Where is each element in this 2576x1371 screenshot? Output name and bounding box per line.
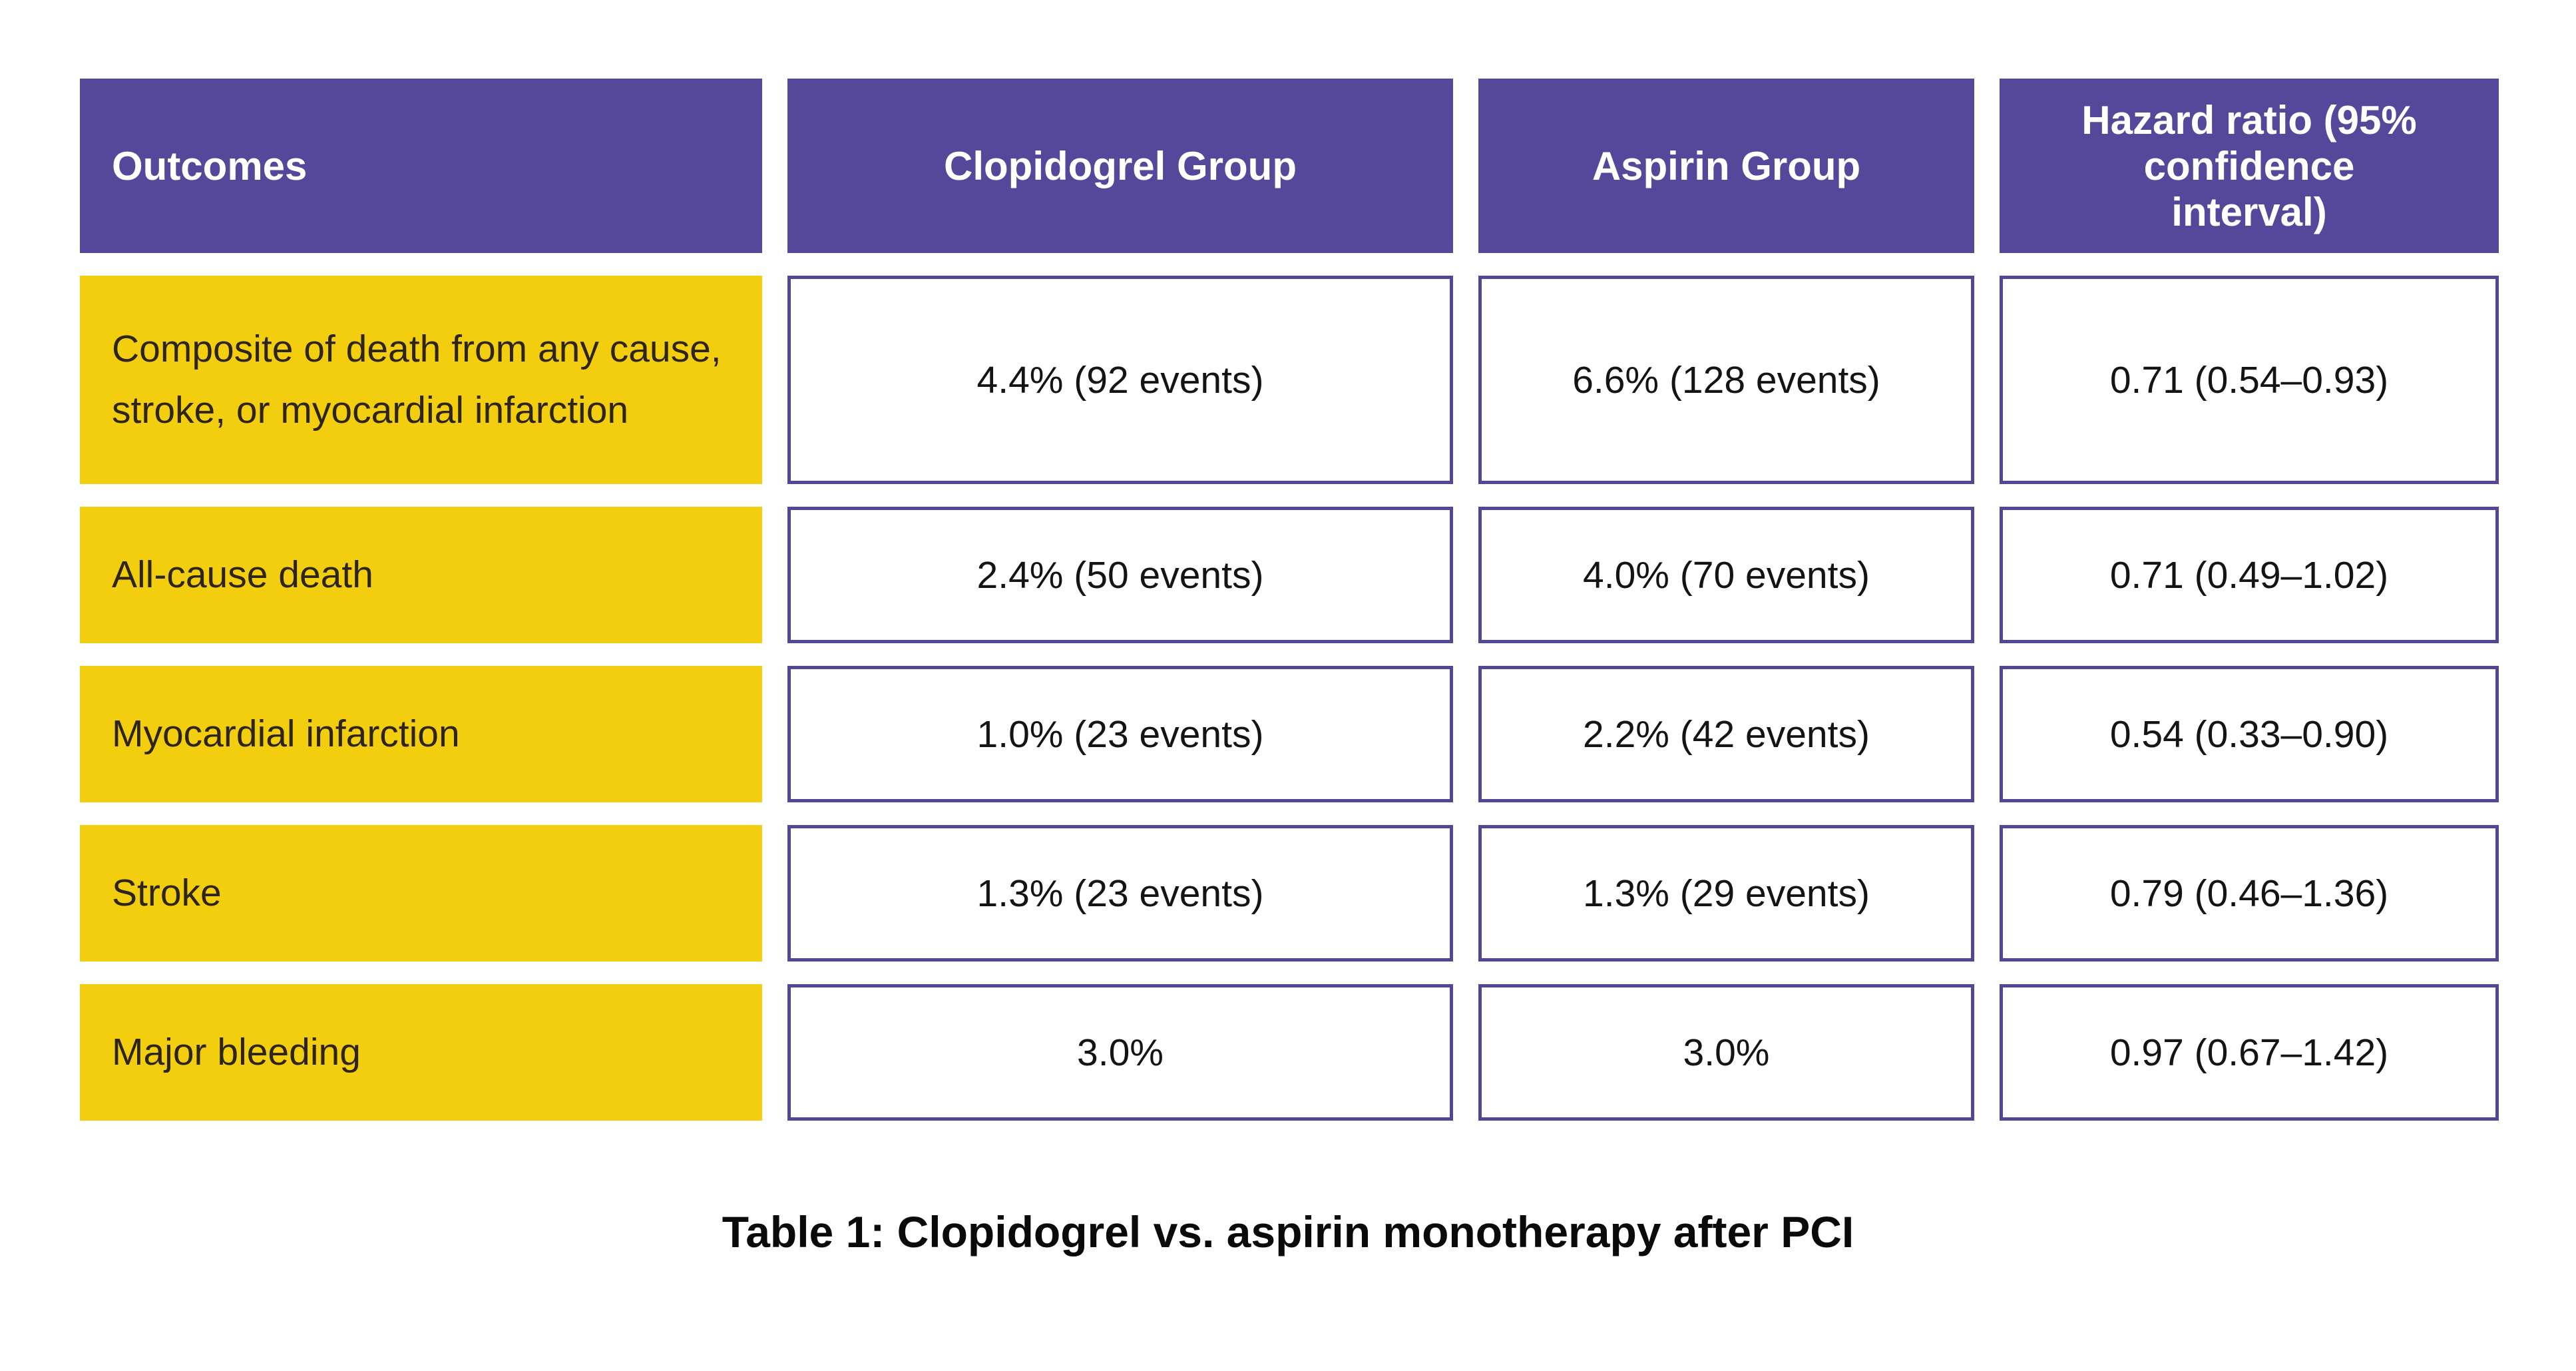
outcomes-table: Outcomes Clopidogrel Group Aspirin Group… — [80, 79, 2499, 1121]
row-all-cause-death-clopidogrel-value: 2.4% (50 events) — [787, 507, 1453, 643]
row-major-bleeding-label: Major bleeding — [80, 984, 762, 1121]
column-header-clopidogrel-group: Clopidogrel Group — [787, 79, 1453, 253]
row-myocardial-infarction-label: Myocardial infarction — [80, 666, 762, 802]
row-composite-outcome-label: Composite of death from any cause, strok… — [80, 276, 762, 484]
column-header-aspirin-group: Aspirin Group — [1478, 79, 1974, 253]
row-all-cause-death-label: All-cause death — [80, 507, 762, 643]
row-all-cause-death-hazard-ratio-value: 0.71 (0.49–1.02) — [2000, 507, 2499, 643]
row-stroke-clopidogrel-value: 1.3% (23 events) — [787, 825, 1453, 961]
row-all-cause-death-aspirin-value: 4.0% (70 events) — [1478, 507, 1974, 643]
row-composite-aspirin-value: 6.6% (128 events) — [1478, 276, 1974, 484]
row-composite-clopidogrel-value: 4.4% (92 events) — [787, 276, 1453, 484]
row-composite-hazard-ratio-value: 0.71 (0.54–0.93) — [2000, 276, 2499, 484]
row-myocardial-infarction-clopidogrel-value: 1.0% (23 events) — [787, 666, 1453, 802]
row-stroke-hazard-ratio-value: 0.79 (0.46–1.36) — [2000, 825, 2499, 961]
column-header-hazard-ratio-text: Hazard ratio (95% confidence interval) — [2081, 97, 2417, 234]
column-header-hazard-ratio: Hazard ratio (95% confidence interval) — [2000, 79, 2499, 253]
row-major-bleeding-hazard-ratio-value: 0.97 (0.67–1.42) — [2000, 984, 2499, 1121]
row-stroke-label: Stroke — [80, 825, 762, 961]
row-stroke-aspirin-value: 1.3% (29 events) — [1478, 825, 1974, 961]
row-major-bleeding-aspirin-value: 3.0% — [1478, 984, 1974, 1121]
row-myocardial-infarction-aspirin-value: 2.2% (42 events) — [1478, 666, 1974, 802]
row-myocardial-infarction-hazard-ratio-value: 0.54 (0.33–0.90) — [2000, 666, 2499, 802]
table-caption: Table 1: Clopidogrel vs. aspirin monothe… — [722, 1207, 1854, 1256]
row-major-bleeding-clopidogrel-value: 3.0% — [787, 984, 1453, 1121]
column-header-outcomes: Outcomes — [80, 79, 762, 253]
